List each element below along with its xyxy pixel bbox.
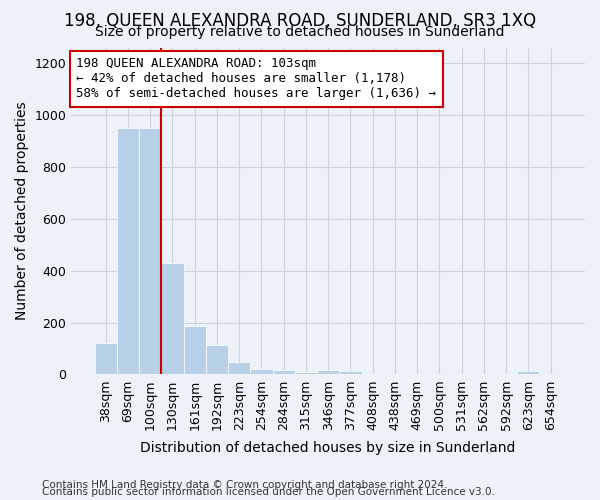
Y-axis label: Number of detached properties: Number of detached properties	[15, 102, 29, 320]
Bar	[228, 362, 250, 374]
Bar	[295, 372, 317, 374]
Text: Contains public sector information licensed under the Open Government Licence v3: Contains public sector information licen…	[42, 487, 495, 497]
Text: 198, QUEEN ALEXANDRA ROAD, SUNDERLAND, SR3 1XQ: 198, QUEEN ALEXANDRA ROAD, SUNDERLAND, S…	[64, 12, 536, 30]
Bar	[517, 372, 539, 374]
Bar	[184, 326, 206, 374]
Bar	[250, 369, 272, 374]
Bar	[139, 128, 161, 374]
Bar	[206, 344, 228, 374]
Text: 198 QUEEN ALEXANDRA ROAD: 103sqm
← 42% of detached houses are smaller (1,178)
58: 198 QUEEN ALEXANDRA ROAD: 103sqm ← 42% o…	[76, 58, 436, 100]
Bar	[117, 128, 139, 374]
Text: Contains HM Land Registry data © Crown copyright and database right 2024.: Contains HM Land Registry data © Crown c…	[42, 480, 448, 490]
Bar	[95, 344, 117, 374]
Bar	[339, 370, 362, 374]
X-axis label: Distribution of detached houses by size in Sunderland: Distribution of detached houses by size …	[140, 441, 516, 455]
Text: Size of property relative to detached houses in Sunderland: Size of property relative to detached ho…	[95, 25, 505, 39]
Bar	[317, 370, 339, 374]
Bar	[272, 370, 295, 374]
Bar	[161, 263, 184, 374]
